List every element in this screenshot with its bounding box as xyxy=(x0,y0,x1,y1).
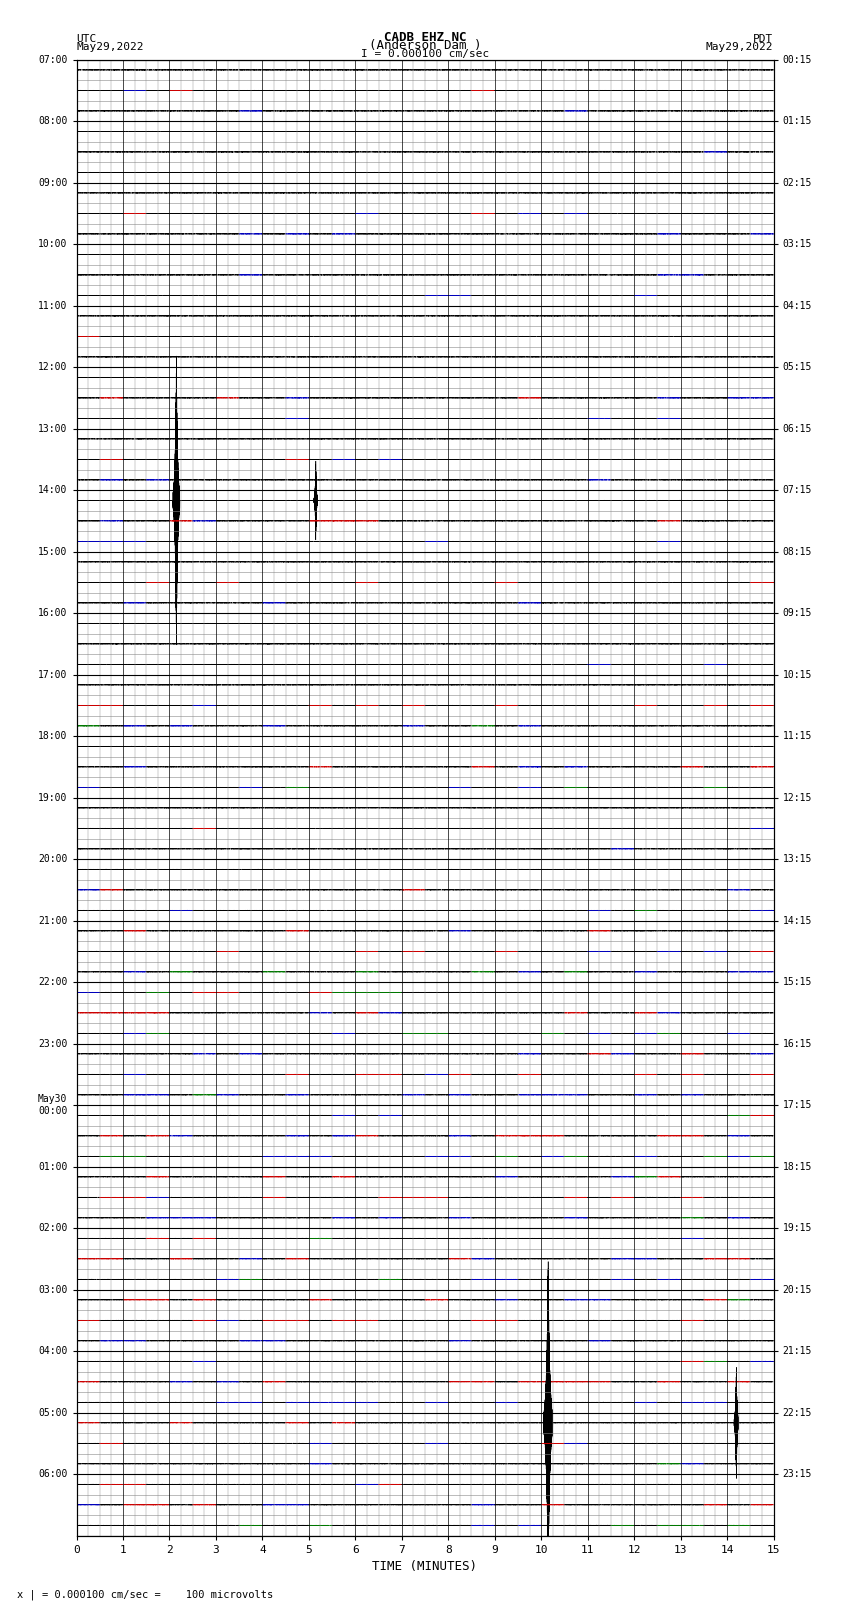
Text: May29,2022: May29,2022 xyxy=(76,42,144,52)
X-axis label: TIME (MINUTES): TIME (MINUTES) xyxy=(372,1560,478,1573)
Text: I = 0.000100 cm/sec: I = 0.000100 cm/sec xyxy=(361,48,489,58)
Text: PDT: PDT xyxy=(753,34,774,44)
Text: CADB EHZ NC: CADB EHZ NC xyxy=(383,31,467,44)
Text: (Anderson Dam ): (Anderson Dam ) xyxy=(369,39,481,52)
Text: UTC: UTC xyxy=(76,34,97,44)
Text: May29,2022: May29,2022 xyxy=(706,42,774,52)
Text: x | = 0.000100 cm/sec =    100 microvolts: x | = 0.000100 cm/sec = 100 microvolts xyxy=(17,1589,273,1600)
